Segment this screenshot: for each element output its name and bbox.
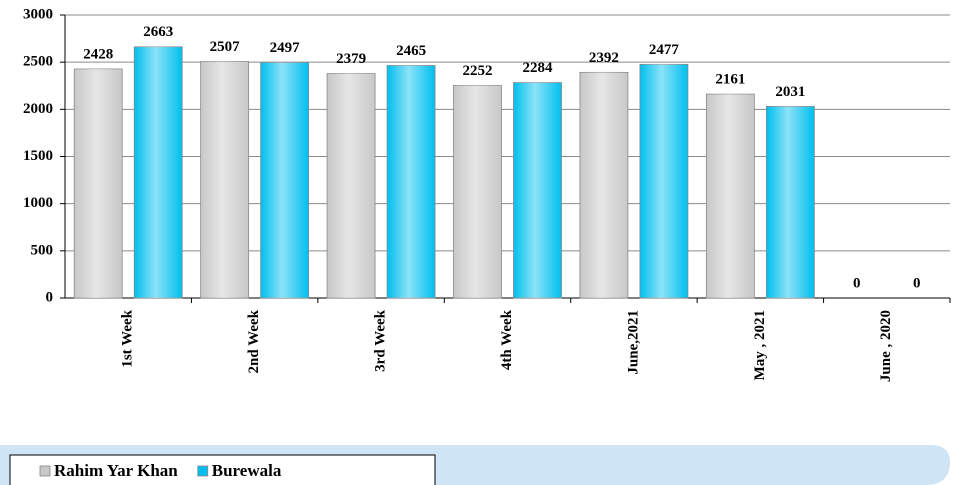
bar-shine (579, 72, 628, 298)
y-tick-label: 500 (31, 242, 54, 258)
y-tick-label: 1000 (23, 195, 53, 211)
value-label: 2465 (396, 43, 426, 59)
value-label: 2031 (775, 84, 805, 100)
bar-shine (513, 82, 562, 298)
x-tick-label: May , 2021 (752, 310, 768, 380)
legend-marker (197, 465, 209, 477)
value-label: 2507 (210, 39, 241, 55)
y-tick-label: 0 (46, 289, 54, 305)
bar-shine (453, 85, 502, 298)
value-label: 2663 (143, 24, 173, 40)
y-tick-label: 3000 (23, 6, 53, 22)
legend-label: Rahim Yar Khan (54, 461, 178, 480)
x-tick-label: June , 2020 (878, 310, 894, 382)
y-tick-label: 2000 (23, 101, 53, 117)
value-label: 2379 (336, 51, 366, 67)
x-tick-label: June,2021 (625, 310, 641, 375)
x-tick-label: 1st Week (120, 309, 136, 367)
value-label: 2497 (270, 40, 301, 56)
value-label: 2392 (589, 50, 619, 66)
bar-shine (706, 94, 755, 299)
value-label: 2477 (649, 42, 680, 58)
x-tick-label: 2nd Week (246, 309, 262, 373)
value-label: 2161 (715, 72, 745, 88)
value-label: 2284 (523, 60, 554, 76)
bar-shine (327, 73, 376, 299)
y-tick-label: 2500 (23, 54, 53, 70)
y-tick-label: 1500 (23, 148, 53, 164)
bar-shine (200, 61, 249, 298)
legend-label: Burewala (212, 461, 282, 480)
value-label: 0 (853, 275, 861, 291)
bar-shine (74, 68, 123, 298)
value-label: 2252 (463, 63, 493, 79)
bar-shine (134, 46, 183, 299)
legend-box (9, 454, 436, 485)
bar-shine (387, 65, 436, 299)
bar-shine (766, 106, 815, 298)
value-label: 2428 (83, 46, 113, 62)
bar-shine (639, 64, 688, 298)
legend-marker (39, 465, 51, 477)
x-tick-label: 3rd Week (373, 309, 389, 371)
bar-shine (260, 62, 309, 299)
value-label: 0 (913, 275, 921, 291)
x-tick-label: 4th Week (499, 309, 515, 370)
